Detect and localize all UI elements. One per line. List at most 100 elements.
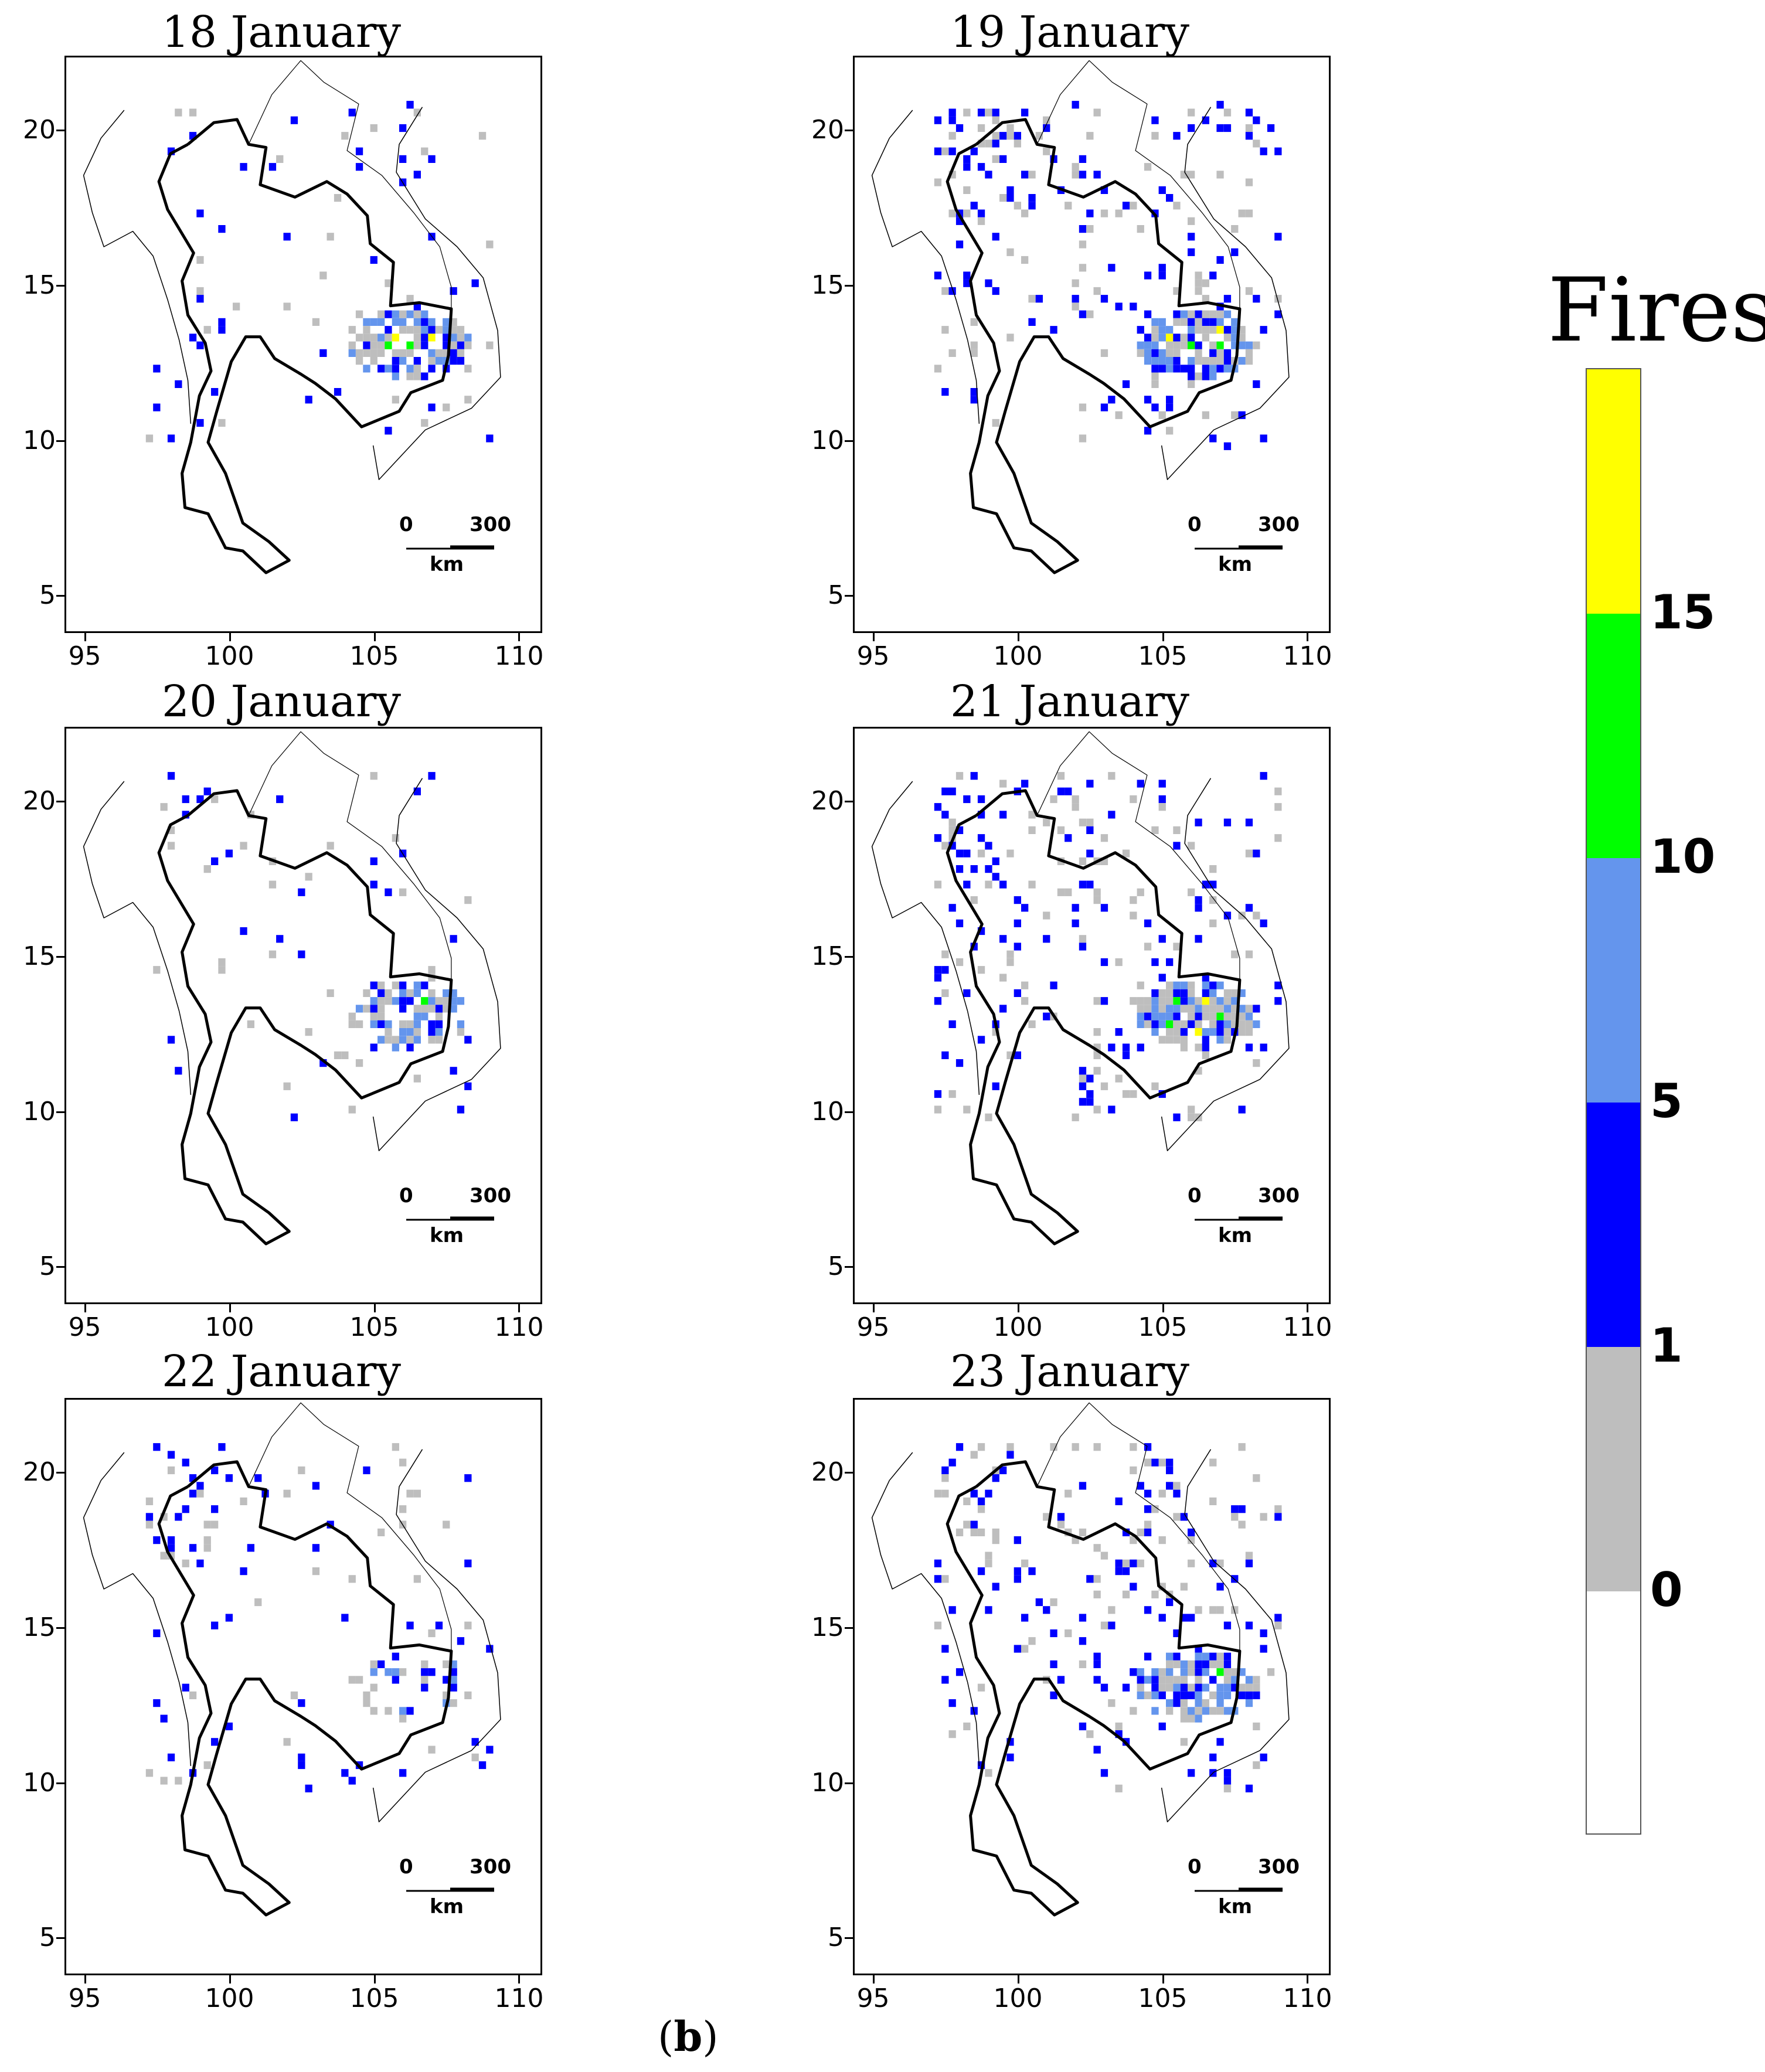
fire-cell (1115, 958, 1123, 967)
fire-cell (399, 1707, 407, 1715)
fire-cell (457, 341, 465, 349)
fire-cell (421, 997, 429, 1005)
fire-cell (1130, 1536, 1137, 1544)
fire-cell (283, 1738, 291, 1746)
y-tick-label: 20 (811, 115, 844, 145)
fire-cell (413, 302, 421, 311)
fire-cell (464, 1691, 472, 1699)
fire-cell (1035, 132, 1043, 140)
fire-cell (435, 1012, 443, 1020)
fire-cell (1158, 271, 1166, 280)
fire-cell (1173, 310, 1181, 318)
fire-cell (370, 349, 378, 357)
fire-cell (1158, 1668, 1166, 1676)
fire-cell (1079, 935, 1087, 943)
fire-cell (1065, 202, 1072, 210)
fire-cell (428, 1629, 436, 1638)
fire-cell (1180, 1583, 1188, 1591)
fire-cell (1253, 295, 1260, 303)
y-tick-label: 5 (828, 1923, 844, 1953)
fire-cell (203, 326, 211, 334)
fire-cell (175, 1513, 182, 1521)
fire-cell (399, 989, 407, 997)
fire-cell (1151, 349, 1159, 357)
fire-cell (211, 1738, 219, 1746)
fire-cell (218, 1443, 226, 1451)
fire-cell (443, 997, 450, 1005)
fire-cell (167, 1036, 175, 1044)
fire-cell (1202, 326, 1209, 334)
fire-cell (1122, 1043, 1130, 1052)
fire-cell (1021, 209, 1029, 217)
fire-cell (464, 396, 472, 404)
fire-cell (1100, 1552, 1108, 1560)
fire-cell (1108, 1606, 1116, 1614)
fire-cell (970, 1451, 978, 1459)
fire-cell (443, 403, 450, 411)
fire-cell (1115, 1784, 1123, 1792)
fire-cell (1173, 1482, 1181, 1490)
fire-cell (392, 1443, 399, 1451)
fire-cell (189, 108, 197, 117)
map-panel-3: 0 300 km (64, 727, 542, 1304)
fire-cell (399, 1020, 407, 1028)
fire-cell (203, 1544, 211, 1552)
fire-cell (1188, 248, 1195, 256)
fire-cell (1195, 1683, 1202, 1692)
fire-cell (1086, 1098, 1094, 1106)
fire-cell (1245, 904, 1253, 912)
fire-cell (298, 1466, 305, 1475)
fire-cell (1188, 1020, 1195, 1028)
fire-cell (1158, 1036, 1166, 1044)
fire-cell (413, 1005, 421, 1013)
fire-cell (1216, 997, 1224, 1005)
coastline-west (871, 110, 980, 424)
fire-cell (992, 1082, 999, 1090)
fire-cell (941, 1575, 949, 1583)
fire-cell (1130, 997, 1137, 1005)
scale-bar-unit: km (1218, 1895, 1253, 1918)
fire-cell (977, 795, 985, 804)
fire-cell (1173, 1513, 1181, 1521)
fire-cell (385, 427, 392, 435)
fire-cell (464, 334, 472, 342)
fire-cell (406, 1043, 414, 1052)
fire-cell (1253, 341, 1260, 349)
fire-cell (399, 349, 407, 357)
fire-cell (1202, 372, 1209, 380)
fire-cell (948, 1730, 956, 1738)
fire-cell (413, 372, 421, 380)
fire-cell (1158, 357, 1166, 365)
fire-cell (1166, 403, 1174, 411)
fire-cell (999, 1466, 1007, 1475)
fire-cell (1086, 1090, 1094, 1098)
fire-cell (1006, 124, 1014, 132)
fire-cell (1223, 1621, 1232, 1629)
fire-cell (1137, 981, 1144, 989)
fire-cell (450, 1067, 457, 1075)
map-panel-5: 0 300 km (64, 1398, 542, 1975)
fire-cell (1223, 997, 1232, 1005)
caption-close: ) (702, 2013, 719, 2061)
fire-cell (1151, 1707, 1159, 1715)
fire-cell (1137, 1043, 1144, 1052)
fire-cell (1274, 233, 1282, 241)
fire-cell (1130, 1466, 1137, 1475)
fire-cell (1158, 1020, 1166, 1028)
fire-cell (457, 1028, 465, 1036)
y-tick-mark (845, 440, 853, 442)
fire-cell (1231, 225, 1239, 233)
fire-cell (1151, 1668, 1159, 1676)
fire-cell (385, 997, 392, 1005)
fire-cell (1043, 124, 1050, 132)
fire-cell (1158, 935, 1166, 943)
fire-cell (970, 388, 978, 396)
fire-cell (1188, 233, 1195, 241)
fire-cell (1065, 888, 1072, 896)
fire-cell (348, 1105, 356, 1114)
fire-cell (1209, 1559, 1217, 1567)
fire-cell (948, 904, 956, 912)
fire-cell (1209, 865, 1217, 873)
fire-cell (1195, 1606, 1202, 1614)
fire-cell (1006, 1753, 1014, 1761)
